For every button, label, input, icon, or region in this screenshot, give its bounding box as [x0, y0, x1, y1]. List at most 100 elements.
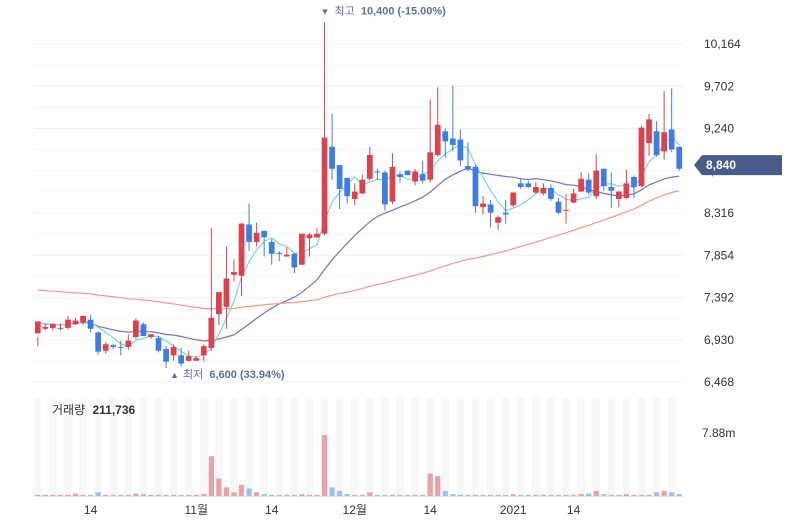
candle[interactable]: [563, 194, 569, 224]
candle[interactable]: [570, 188, 577, 204]
candle[interactable]: [306, 232, 313, 257]
volume-stripe: [350, 398, 359, 496]
candle[interactable]: [472, 165, 479, 213]
volume-bar: [578, 494, 584, 496]
candle[interactable]: [110, 343, 117, 349]
candle[interactable]: [359, 174, 366, 195]
candle[interactable]: [608, 172, 615, 209]
candle[interactable]: [427, 99, 434, 183]
candle-body: [80, 315, 86, 323]
candle[interactable]: [283, 247, 290, 257]
candle[interactable]: [668, 88, 675, 153]
candle[interactable]: [502, 199, 509, 224]
candle[interactable]: [480, 196, 486, 215]
candle-body: [336, 165, 343, 189]
candle[interactable]: [49, 323, 56, 331]
candle[interactable]: [42, 323, 49, 331]
high-price-annotation: ▼ 최고 10,400 (-15.00%): [321, 4, 447, 17]
candle[interactable]: [525, 180, 532, 188]
candle[interactable]: [631, 175, 637, 199]
candle[interactable]: [170, 344, 177, 361]
candle[interactable]: [102, 342, 109, 354]
candle[interactable]: [80, 315, 86, 326]
candle[interactable]: [344, 177, 351, 204]
candle[interactable]: [382, 170, 388, 211]
candle[interactable]: [548, 184, 554, 201]
candle[interactable]: [653, 121, 660, 157]
candle[interactable]: [412, 168, 418, 186]
candle[interactable]: [638, 125, 645, 188]
candle[interactable]: [389, 153, 396, 205]
candle[interactable]: [65, 315, 71, 330]
candle[interactable]: [532, 182, 539, 194]
candle[interactable]: [487, 199, 494, 228]
candle[interactable]: [495, 215, 501, 231]
candle[interactable]: [125, 334, 132, 350]
candle[interactable]: [231, 259, 237, 282]
candle-body: [397, 174, 403, 177]
candle[interactable]: [193, 356, 200, 361]
candle[interactable]: [646, 113, 652, 156]
candle[interactable]: [676, 146, 683, 171]
candle[interactable]: [465, 142, 471, 172]
volume-bar: [208, 456, 214, 496]
candle[interactable]: [517, 177, 524, 189]
candle[interactable]: [253, 222, 260, 247]
candle[interactable]: [246, 203, 252, 252]
volume-bar: [352, 494, 358, 496]
candle[interactable]: [404, 170, 411, 176]
candle[interactable]: [336, 165, 343, 209]
candle-body: [404, 170, 411, 176]
candle[interactable]: [291, 252, 298, 273]
candle[interactable]: [200, 344, 207, 362]
candle[interactable]: [34, 321, 41, 347]
candle[interactable]: [623, 169, 630, 199]
candle[interactable]: [133, 318, 139, 339]
candle[interactable]: [155, 336, 162, 353]
candle[interactable]: [87, 315, 94, 333]
candle[interactable]: [374, 168, 381, 180]
candle[interactable]: [72, 317, 79, 326]
volume-bar: [593, 491, 599, 496]
candle[interactable]: [661, 91, 668, 160]
candle[interactable]: [117, 340, 124, 356]
candle[interactable]: [351, 183, 358, 206]
candle-body: [374, 171, 381, 173]
candle[interactable]: [615, 190, 622, 208]
candle[interactable]: [593, 154, 600, 199]
candle[interactable]: [555, 198, 562, 215]
candle[interactable]: [223, 246, 230, 329]
candle[interactable]: [299, 233, 305, 265]
candles[interactable]: [34, 22, 683, 369]
candle[interactable]: [442, 128, 449, 158]
candle[interactable]: [276, 251, 283, 262]
candle[interactable]: [314, 228, 320, 239]
candle[interactable]: [600, 168, 607, 191]
candle[interactable]: [434, 87, 441, 157]
candle[interactable]: [321, 22, 328, 236]
candle[interactable]: [238, 222, 245, 296]
candle[interactable]: [419, 160, 426, 184]
candle[interactable]: [148, 334, 154, 339]
candle[interactable]: [510, 192, 517, 208]
candle[interactable]: [457, 129, 464, 166]
candle[interactable]: [95, 331, 102, 355]
candle[interactable]: [268, 239, 275, 265]
candle[interactable]: [449, 85, 456, 152]
candle[interactable]: [329, 113, 335, 180]
candle[interactable]: [540, 183, 547, 196]
candle[interactable]: [208, 228, 215, 351]
candle[interactable]: [261, 230, 268, 257]
candle[interactable]: [578, 172, 584, 192]
candle[interactable]: [140, 322, 147, 337]
candle[interactable]: [185, 350, 192, 362]
candle[interactable]: [216, 292, 222, 326]
candle[interactable]: [163, 346, 169, 369]
candle[interactable]: [57, 323, 64, 331]
candle[interactable]: [366, 146, 373, 181]
candle[interactable]: [585, 173, 592, 195]
candle[interactable]: [397, 171, 403, 183]
candle[interactable]: [178, 347, 185, 367]
